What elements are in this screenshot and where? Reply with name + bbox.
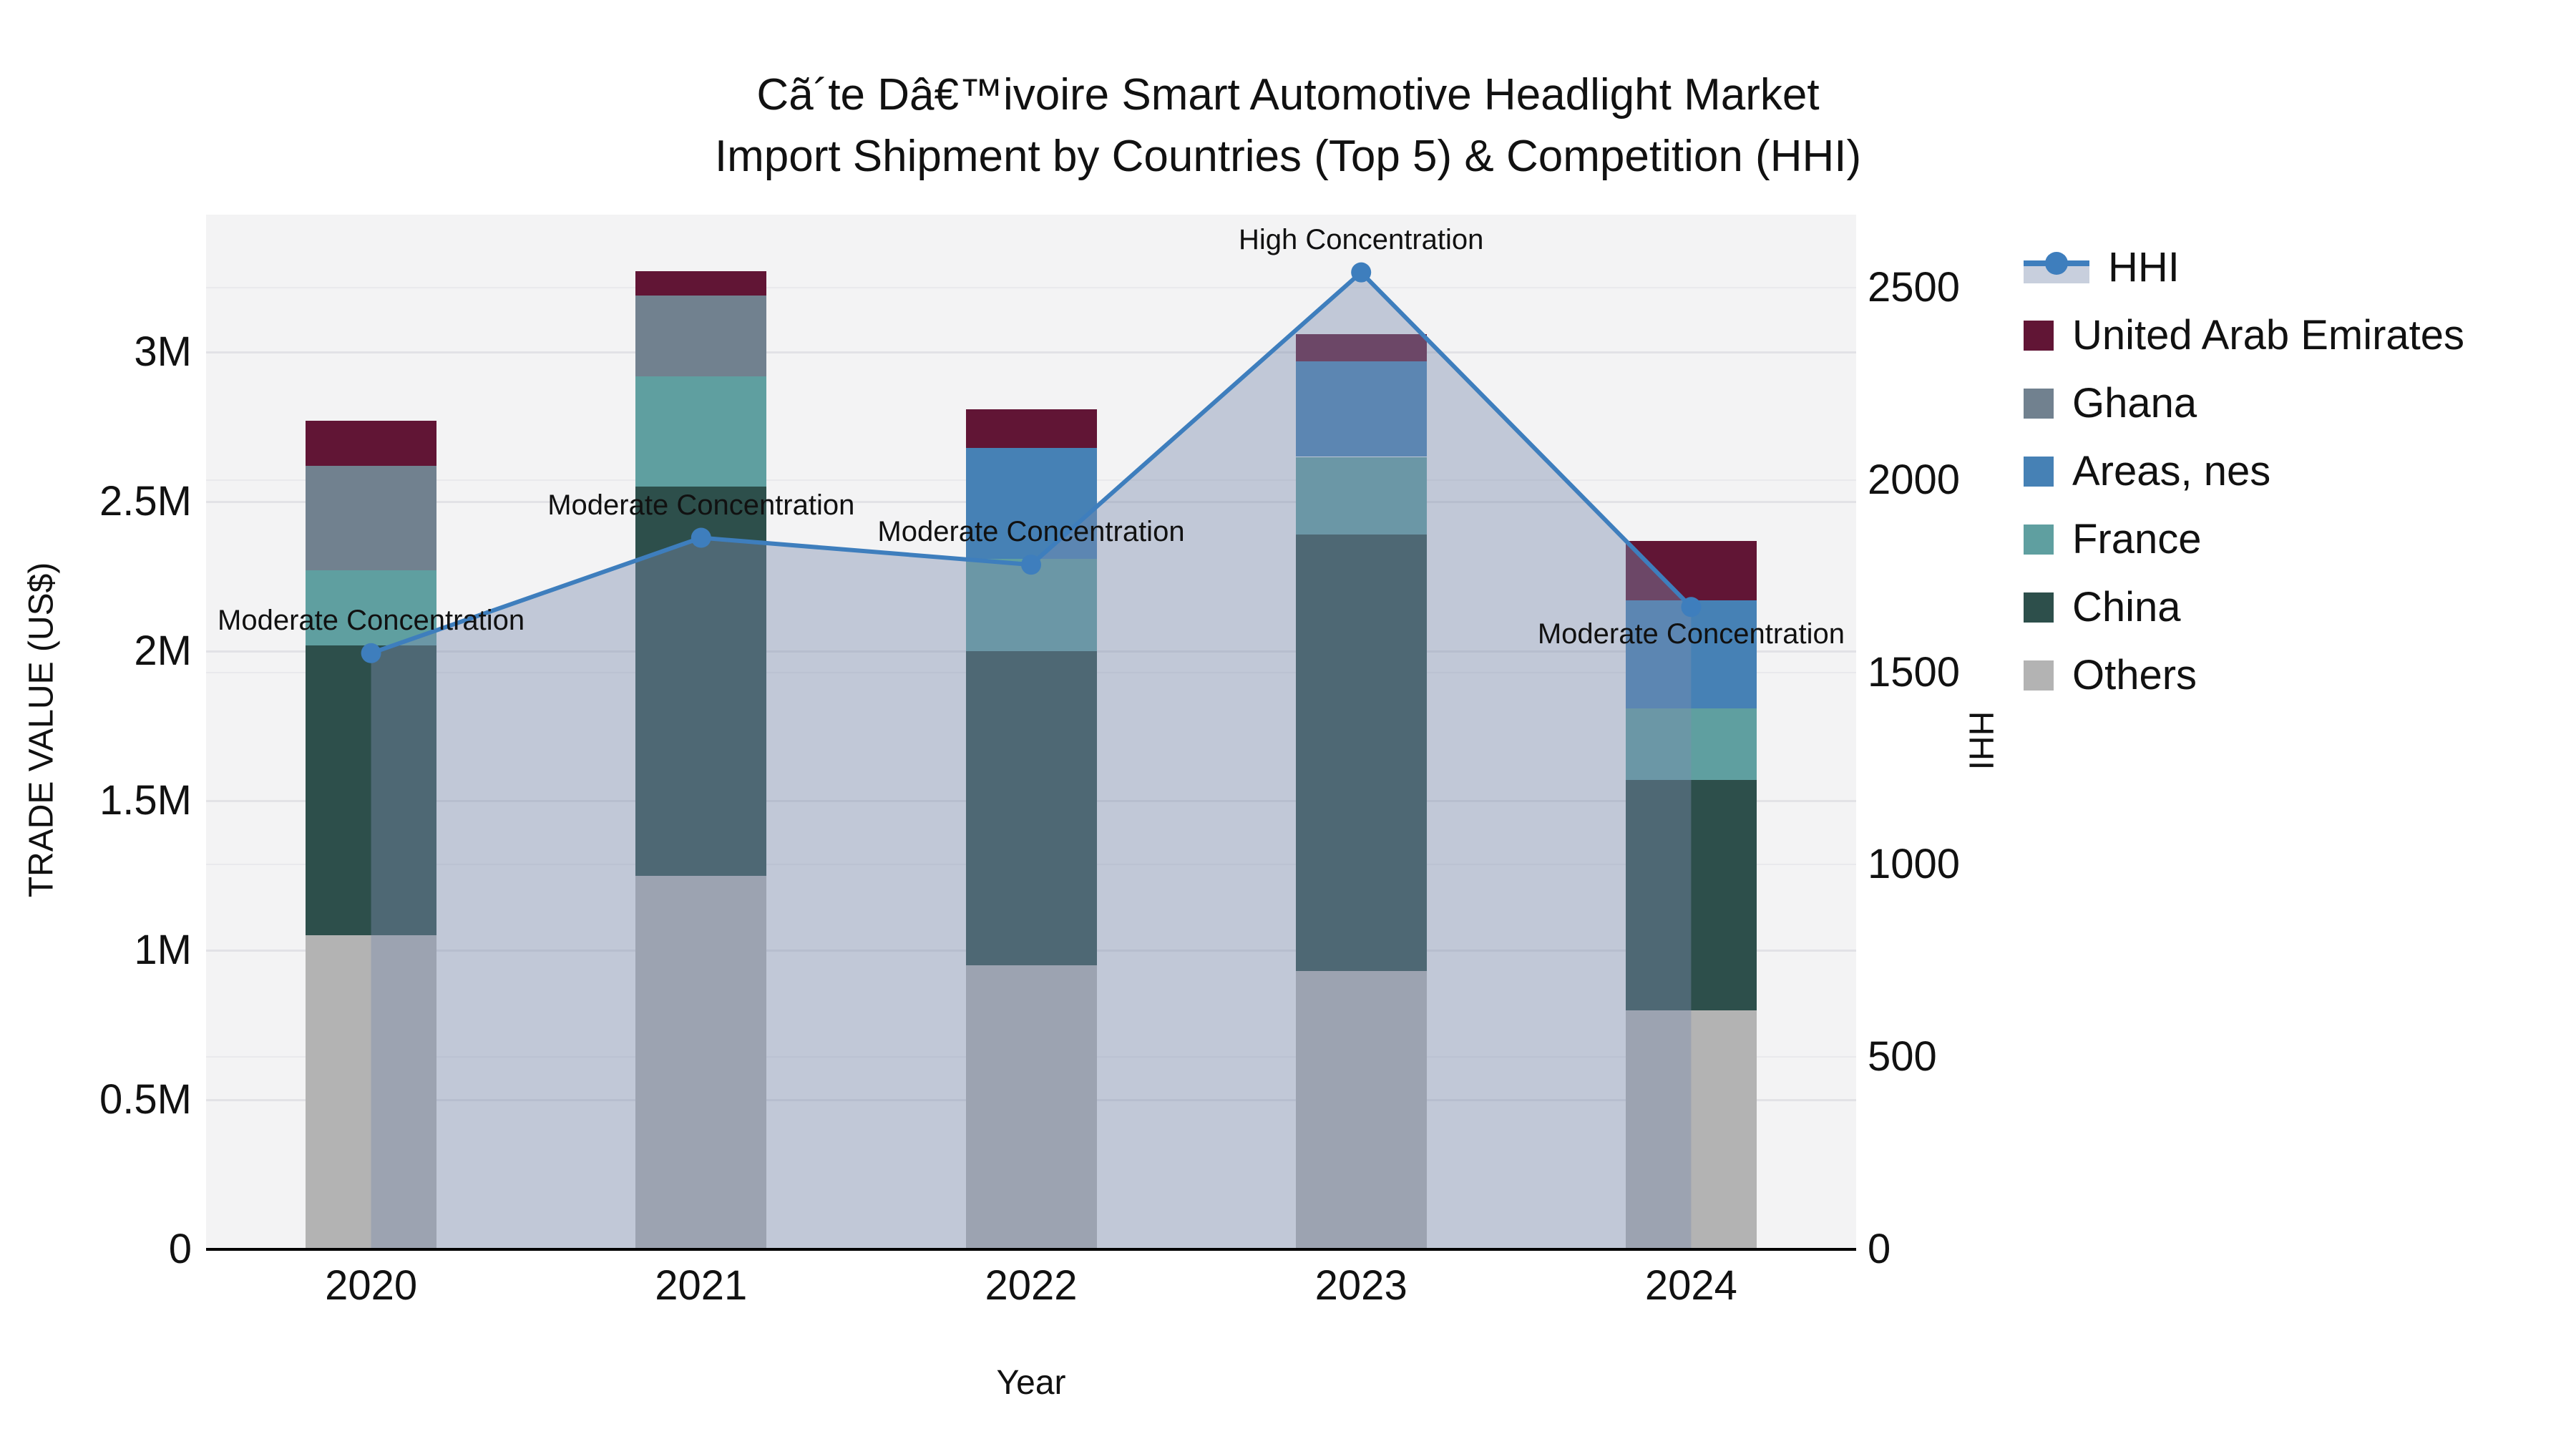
bar-segment-united-arab-emirates-2024: [1625, 540, 1757, 601]
legend-item-ghana: Ghana: [2024, 369, 2464, 437]
legend-item-france: France: [2024, 505, 2464, 573]
bar-segment-areas-nes-2023: [1295, 361, 1427, 457]
legend-swatch: [2024, 660, 2054, 691]
bar-segment-china-2024: [1625, 779, 1757, 1010]
gridline-right-2500: [206, 287, 1856, 289]
bar-segment-france-2020: [306, 570, 437, 645]
tick-label-right-1500: 1500: [1868, 648, 1961, 696]
bar-segment-united-arab-emirates-2022: [965, 409, 1097, 448]
hhi-line-icon: [2024, 251, 2089, 283]
legend-label: Others: [2072, 652, 2197, 698]
legend-label: HHI: [2108, 244, 2180, 291]
legend-label: China: [2072, 584, 2181, 630]
legend: HHI United Arab Emirates Ghana Areas, nes Fr…: [2024, 233, 2464, 709]
tick-label-left-2.5M: 2.5M: [99, 478, 192, 525]
chart-title-line1: Cã´te Dâ€™ivoire Smart Automotive Headli…: [756, 70, 1820, 119]
hhi-marker-2023: [1351, 262, 1372, 283]
tick-label-x-2024: 2024: [1644, 1262, 1737, 1309]
hhi-marker-2021: [691, 527, 711, 548]
bar-segment-china-2020: [306, 645, 437, 936]
annotation-layer: Moderate Concentration Moderate Concentra…: [206, 215, 1856, 1249]
legend-swatch: [2024, 456, 2054, 487]
gridline-left-3M: [206, 351, 1856, 354]
legend-label: Ghana: [2072, 380, 2197, 426]
annotation-2023: High Concentration: [1238, 223, 1484, 255]
tick-label-left-0.5M: 0.5M: [99, 1076, 192, 1123]
tick-label-right-0: 0: [1868, 1226, 1891, 1272]
bar-segment-others-2020: [306, 935, 437, 1249]
legend-swatch: [2024, 592, 2054, 623]
bar-segment-china-2023: [1295, 535, 1427, 972]
hhi-marker-2020: [361, 643, 381, 663]
chart-title-line2: Import Shipment by Countries (Top 5) & C…: [714, 132, 1862, 181]
legend-item-others: Others: [2024, 641, 2464, 709]
tick-label-x-2023: 2023: [1314, 1262, 1407, 1309]
bar-segment-areas-nes-2024: [1625, 600, 1757, 708]
legend-item-china: China: [2024, 573, 2464, 641]
bar-segment-france-2021: [635, 376, 767, 487]
y-axis-left-title: TRADE VALUE (US$): [22, 562, 61, 898]
tick-label-right-1000: 1000: [1868, 841, 1961, 888]
bar-segment-united-arab-emirates-2020: [306, 421, 437, 467]
bar-segment-france-2024: [1625, 708, 1757, 780]
bar-segment-united-arab-emirates-2023: [1295, 334, 1427, 361]
x-axis-title: Year: [996, 1364, 1066, 1402]
legend-swatch: [2024, 388, 2054, 419]
annotation-2020: Moderate Concentration: [218, 604, 525, 636]
legend-label: United Arab Emirates: [2072, 312, 2465, 358]
legend-label: Areas, nes: [2072, 448, 2271, 494]
bar-segment-others-2023: [1295, 971, 1427, 1249]
bar-segment-france-2023: [1295, 457, 1427, 535]
legend-item-areas-nes: Areas, nes: [2024, 437, 2464, 505]
bar-segment-ghana-2021: [635, 295, 767, 376]
annotation-2024: Moderate Concentration: [1537, 618, 1845, 650]
tick-label-left-1.5M: 1.5M: [99, 777, 192, 824]
bar-segment-others-2022: [965, 965, 1097, 1249]
tick-label-right-2000: 2000: [1868, 456, 1961, 503]
bar-segment-areas-nes-2022: [965, 447, 1097, 559]
bar-segment-ghana-2020: [306, 466, 437, 571]
annotation-2021: Moderate Concentration: [547, 489, 855, 521]
hhi-marker-2022: [1021, 555, 1041, 575]
bars-layer: [206, 215, 1856, 1249]
hhi-marker-2024: [1681, 597, 1702, 618]
hhi-marker-icon: [2045, 251, 2068, 275]
bar-segment-others-2024: [1625, 1010, 1757, 1249]
plot-area: Moderate Concentration Moderate Concentra…: [206, 215, 1856, 1249]
y-axis-right-title: HHI: [1961, 711, 2000, 771]
x-axis-line: [206, 1248, 1856, 1251]
annotation-2022: Moderate Concentration: [877, 516, 1185, 548]
tick-label-left-2M: 2M: [134, 628, 192, 675]
tick-label-left-1M: 1M: [134, 927, 192, 974]
tick-label-left-3M: 3M: [134, 328, 192, 376]
bar-segment-others-2021: [635, 875, 767, 1249]
hhi-area-fill: [371, 272, 1692, 1249]
legend-item-hhi: HHI: [2024, 233, 2464, 301]
bar-segment-china-2022: [965, 651, 1097, 965]
tick-label-x-2022: 2022: [985, 1262, 1078, 1309]
tick-label-right-2500: 2500: [1868, 264, 1961, 311]
legend-label: France: [2072, 516, 2202, 562]
tick-label-left-0: 0: [168, 1226, 192, 1272]
bar-segment-united-arab-emirates-2021: [635, 271, 767, 296]
hhi-overlay: [361, 262, 1702, 1249]
tick-label-x-2020: 2020: [325, 1262, 418, 1309]
tick-label-right-500: 500: [1868, 1033, 1937, 1080]
legend-swatch: [2024, 524, 2054, 555]
legend-swatch: [2024, 320, 2054, 351]
tick-label-x-2021: 2021: [655, 1262, 748, 1309]
legend-item-united-arab-emirates: United Arab Emirates: [2024, 301, 2464, 369]
